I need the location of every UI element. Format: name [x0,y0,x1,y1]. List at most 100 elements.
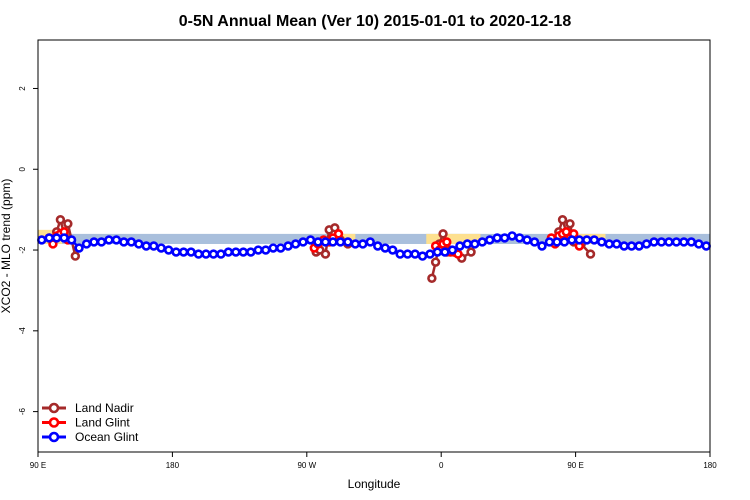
point-ocean-glint [156,243,166,253]
point-ocean-glint [134,239,144,249]
point-ocean-glint [238,247,249,257]
point-ocean-glint [440,247,450,257]
point-ocean-glint [231,247,241,257]
point-land-nadir [320,249,331,259]
point-ocean-glint [626,241,637,251]
point-ocean-glint [649,237,659,247]
point-ocean-glint [686,237,697,247]
point-ocean-glint [171,247,181,257]
point-ocean-glint [701,241,711,251]
x-axis-label: Longitude [348,477,401,491]
point-ocean-glint [559,237,570,247]
point-ocean-glint [186,247,196,257]
point-land-nadir [585,249,596,259]
point-ocean-glint [328,237,338,247]
point-ocean-glint [358,239,368,249]
legend-label: Land Nadir [75,401,134,415]
point-ocean-glint [402,249,413,259]
x-tick-label: 90 W [297,461,316,470]
point-ocean-glint [208,249,219,259]
point-ocean-glint [522,235,532,245]
legend-item-land-nadir: Land Nadir [42,401,134,415]
point-ocean-glint [664,237,674,247]
point-ocean-glint [529,237,540,247]
y-tick-label: -2 [18,246,27,254]
point-ocean-glint [37,235,47,245]
point-ocean-glint [544,237,555,247]
y-tick-label: 2 [18,86,27,91]
point-ocean-glint [597,237,607,247]
x-tick-label: 180 [703,461,717,470]
y-tick-label: -4 [18,327,27,335]
point-ocean-glint [656,237,667,247]
point-ocean-glint [246,247,256,257]
legend-item-ocean-glint: Ocean Glint [42,430,139,444]
point-land-nadir [438,229,448,239]
point-ocean-glint [395,249,405,259]
point-ocean-glint [604,239,614,249]
legend-label: Ocean Glint [75,430,139,444]
point-ocean-glint [507,231,517,241]
legend-label: Land Glint [75,416,130,430]
series-layer [37,215,711,284]
y-axis: 2 0 -2 -4 -6 [18,86,38,415]
point-ocean-glint [283,241,293,251]
point-ocean-glint [410,249,420,259]
point-land-glint [442,237,452,247]
legend-item-land-glint: Land Glint [42,416,130,430]
point-ocean-glint [66,235,77,245]
point-ocean-glint [178,247,189,257]
point-ocean-glint [298,237,308,247]
point-ocean-glint [216,249,226,259]
point-ocean-glint [350,239,361,249]
point-ocean-glint [343,237,353,247]
point-ocean-glint [313,237,323,247]
point-ocean-glint [275,243,286,253]
point-ocean-glint [447,245,458,255]
point-ocean-glint [320,237,331,247]
land-band-3 [426,233,481,244]
point-ocean-glint [425,249,435,259]
point-ocean-glint [89,237,99,247]
point-ocean-glint [373,241,383,251]
ocean-band [38,233,710,244]
point-ocean-glint [126,237,137,247]
point-ocean-glint [462,239,473,249]
point-ocean-glint [387,245,398,255]
point-ocean-glint [59,233,69,243]
point-ocean-glint [119,237,129,247]
point-ocean-glint [619,241,629,251]
plot-frame [37,39,711,453]
point-ocean-glint [201,249,211,259]
point-land-nadir [565,219,575,229]
legend-marker [48,402,60,414]
x-tick-label: 90 E [30,461,46,470]
point-ocean-glint [104,235,114,245]
legend-marker [48,417,60,428]
point-ocean-glint [552,237,562,247]
point-ocean-glint [141,241,151,251]
point-ocean-glint [492,233,502,243]
chart-title: 0-5N Annual Mean (Ver 10) 2015-01-01 to … [179,13,572,30]
point-ocean-glint [81,239,92,249]
point-ocean-glint [417,251,428,261]
point-ocean-glint [432,247,443,257]
legend-marker [48,431,60,443]
point-ocean-glint [305,235,316,245]
y-axis-label: XCO2 - MLO trend (ppm) [0,179,13,314]
point-ocean-glint [111,235,122,245]
point-ocean-glint [51,233,62,243]
point-ocean-glint [671,237,682,247]
point-land-nadir [466,247,476,257]
point-ocean-glint [514,233,525,243]
point-ocean-glint [261,245,271,255]
point-ocean-glint [149,241,159,251]
y-tick-label: -6 [18,408,27,416]
point-land-nadir [430,257,441,267]
point-ocean-glint [477,237,487,247]
point-land-nadir [55,215,66,225]
x-axis: 90 E 180 90 W 0 90 E 180 [30,452,717,470]
point-ocean-glint [74,243,84,253]
point-ocean-glint [574,235,585,245]
point-land-nadir [63,219,73,229]
